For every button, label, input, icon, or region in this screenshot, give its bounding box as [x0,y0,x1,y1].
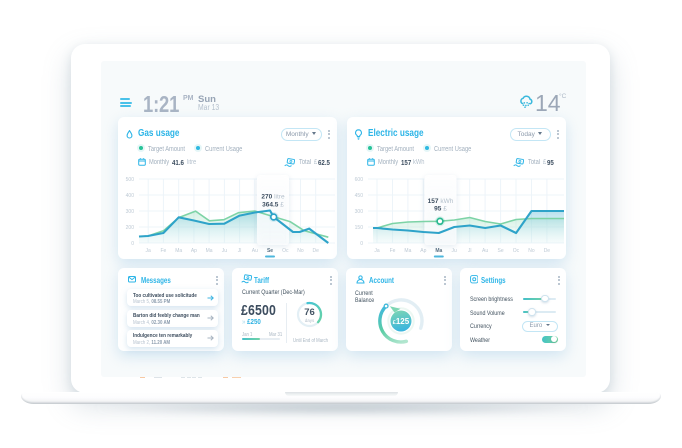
svg-text:Au: Au [252,248,258,254]
svg-text:Ma: Ma [404,248,411,254]
svg-text:300: 300 [126,209,135,215]
svg-text:Jl: Jl [468,248,472,254]
svg-text:Ju: Ju [452,248,458,254]
svg-text:Fe: Fe [390,248,396,254]
svg-text:157 kWh: 157 kWh [428,198,454,205]
svg-text:500: 500 [126,177,135,183]
svg-text:Ju: Ju [222,248,228,254]
svg-text:Jl: Jl [238,248,242,254]
svg-text:Ma: Ma [435,248,442,254]
svg-text:200: 200 [126,225,135,231]
svg-text:150: 150 [355,225,364,231]
svg-text:No: No [297,248,304,254]
svg-text:De: De [312,248,319,254]
svg-text:£125: £125 [393,317,410,326]
svg-text:Fe: Fe [160,248,166,254]
svg-text:No: No [528,248,535,254]
svg-text:Ja: Ja [374,248,380,254]
svg-text:Oc: Oc [282,248,289,254]
svg-text:De: De [544,248,551,254]
svg-text:Ap: Ap [420,248,426,254]
svg-text:0: 0 [131,241,134,247]
svg-text:Se: Se [267,248,273,254]
svg-text:Oc: Oc [513,248,520,254]
svg-text:Ja: Ja [146,248,152,254]
svg-text:Ma: Ma [206,248,213,254]
svg-text:Se: Se [498,248,504,254]
svg-text:Ap: Ap [191,248,197,254]
svg-text:300: 300 [355,209,364,215]
svg-text:0: 0 [360,241,363,247]
svg-text:Au: Au [482,248,488,254]
svg-text:364.5 £: 364.5 £ [262,202,284,209]
svg-text:450: 450 [355,193,364,199]
svg-text:Ma: Ma [175,248,182,254]
svg-text:270 litre: 270 litre [261,194,285,201]
svg-text:600: 600 [355,177,364,183]
svg-text:95 £: 95 £ [434,206,447,213]
svg-text:400: 400 [126,193,135,199]
